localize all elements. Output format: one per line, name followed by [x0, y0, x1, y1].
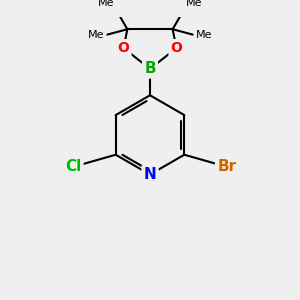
Text: B: B [144, 61, 156, 76]
Text: Me: Me [186, 0, 202, 8]
Text: N: N [144, 167, 156, 182]
Text: Br: Br [217, 158, 236, 173]
Text: O: O [118, 41, 130, 55]
Text: Me: Me [196, 30, 212, 40]
Text: Me: Me [88, 30, 104, 40]
Text: O: O [170, 41, 182, 55]
Text: Me: Me [98, 0, 114, 8]
Text: Cl: Cl [65, 158, 81, 173]
